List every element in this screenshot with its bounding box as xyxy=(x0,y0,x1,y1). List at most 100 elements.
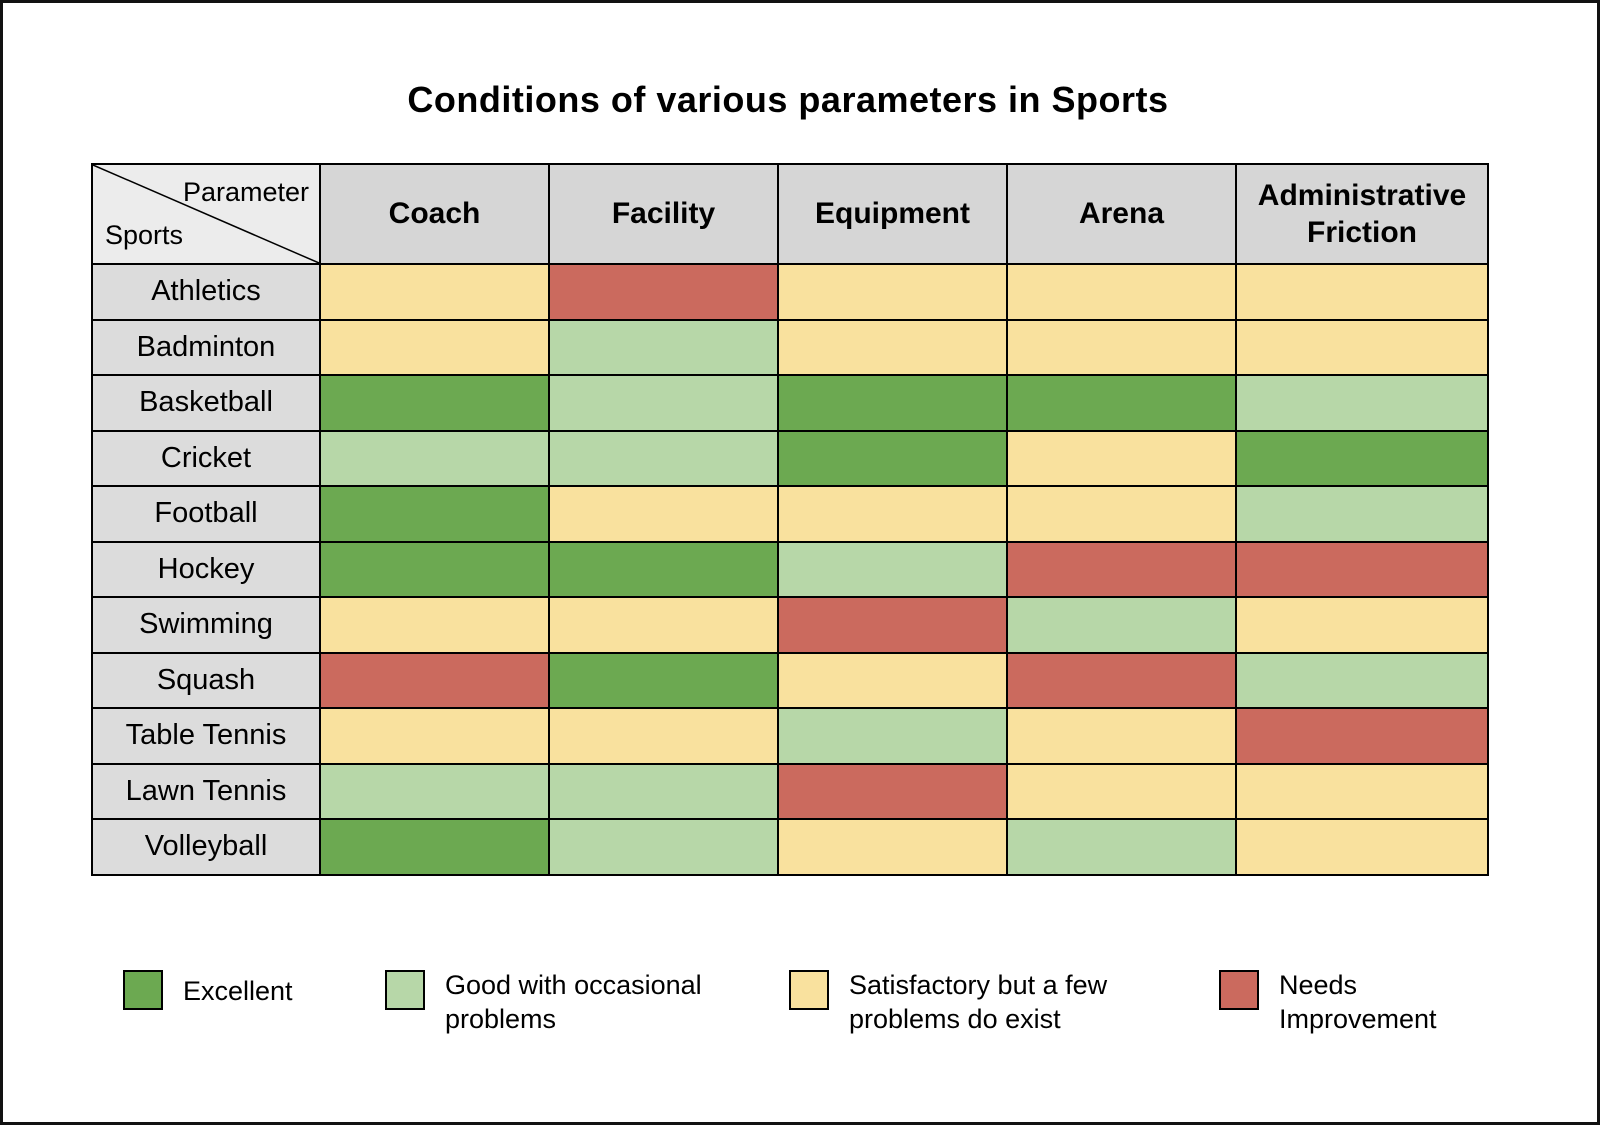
row-label-table-tennis: Table Tennis xyxy=(91,707,321,765)
table-row: Swimming xyxy=(91,596,1489,654)
cell-cricket-facility xyxy=(548,429,779,487)
row-label-athletics: Athletics xyxy=(91,263,321,321)
column-header-arena: Arena xyxy=(1006,163,1237,265)
cell-swimming-facility xyxy=(548,596,779,654)
cell-lawn-tennis-equipment xyxy=(777,762,1008,820)
row-label-squash: Squash xyxy=(91,651,321,709)
cell-athletics-equipment xyxy=(777,263,1008,321)
legend-swatch-excellent xyxy=(123,969,163,1010)
cell-hockey-facility xyxy=(548,540,779,598)
cell-cricket-administrative-friction xyxy=(1235,429,1489,487)
cell-football-arena xyxy=(1006,485,1237,543)
cell-athletics-coach xyxy=(319,263,550,321)
cell-cricket-coach xyxy=(319,429,550,487)
cell-football-administrative-friction xyxy=(1235,485,1489,543)
column-header-facility: Facility xyxy=(548,163,779,265)
legend-swatch-good xyxy=(385,969,425,1010)
cell-badminton-facility xyxy=(548,318,779,376)
cell-basketball-arena xyxy=(1006,374,1237,432)
row-label-lawn-tennis: Lawn Tennis xyxy=(91,762,321,820)
legend-item-excellent: Excellent xyxy=(123,968,385,1010)
table-body: Athletics Badminton Basketball Cricket Footb… xyxy=(91,263,1489,876)
table-row: Volleyball xyxy=(91,818,1489,876)
cell-hockey-coach xyxy=(319,540,550,598)
corner-diagonal-line xyxy=(93,165,319,263)
cell-volleyball-coach xyxy=(319,818,550,876)
cell-basketball-administrative-friction xyxy=(1235,374,1489,432)
row-label-cricket: Cricket xyxy=(91,429,321,487)
cell-squash-arena xyxy=(1006,651,1237,709)
cell-basketball-facility xyxy=(548,374,779,432)
cell-squash-administrative-friction xyxy=(1235,651,1489,709)
cell-lawn-tennis-coach xyxy=(319,762,550,820)
cell-swimming-equipment xyxy=(777,596,1008,654)
legend-label-good: Good with occasional problems xyxy=(445,969,702,1035)
legend-swatch-satisfactory xyxy=(789,969,829,1010)
legend-label-satisfactory: Satisfactory but a few problems do exist xyxy=(849,969,1108,1035)
legend-swatch-needs-improvement xyxy=(1219,969,1259,1010)
cell-basketball-coach xyxy=(319,374,550,432)
cell-athletics-arena xyxy=(1006,263,1237,321)
cell-table-tennis-coach xyxy=(319,707,550,765)
cell-badminton-equipment xyxy=(777,318,1008,376)
cell-swimming-coach xyxy=(319,596,550,654)
cell-football-equipment xyxy=(777,485,1008,543)
cell-basketball-equipment xyxy=(777,374,1008,432)
header-row: Parameter Sports Coach Facility Equipment A… xyxy=(91,163,1489,265)
legend-label-needs-improvement: Needs Improvement xyxy=(1279,969,1437,1035)
cell-volleyball-administrative-friction xyxy=(1235,818,1489,876)
cell-football-coach xyxy=(319,485,550,543)
table-row: Football xyxy=(91,485,1489,543)
corner-parameter-label: Parameter xyxy=(182,177,309,207)
cell-swimming-arena xyxy=(1006,596,1237,654)
cell-table-tennis-facility xyxy=(548,707,779,765)
cell-volleyball-equipment xyxy=(777,818,1008,876)
row-label-badminton: Badminton xyxy=(91,318,321,376)
cell-table-tennis-arena xyxy=(1006,707,1237,765)
table-row: Hockey xyxy=(91,540,1489,598)
cell-hockey-administrative-friction xyxy=(1235,540,1489,598)
table-row: Table Tennis xyxy=(91,707,1489,765)
legend: Excellent Good with occasional problems Sa… xyxy=(123,968,1597,1037)
corner-cell: Parameter Sports xyxy=(91,163,321,265)
cell-table-tennis-administrative-friction xyxy=(1235,707,1489,765)
conditions-table: Parameter Sports Coach Facility Equipment A… xyxy=(91,163,1489,876)
corner-sports-label: Sports xyxy=(105,220,184,250)
table-row: Basketball xyxy=(91,374,1489,432)
cell-volleyball-facility xyxy=(548,818,779,876)
cell-athletics-administrative-friction xyxy=(1235,263,1489,321)
column-header-equipment: Equipment xyxy=(777,163,1008,265)
cell-badminton-coach xyxy=(319,318,550,376)
legend-item-good: Good with occasional problems xyxy=(385,968,789,1037)
cell-squash-equipment xyxy=(777,651,1008,709)
row-label-volleyball: Volleyball xyxy=(91,818,321,876)
cell-cricket-arena xyxy=(1006,429,1237,487)
table-row: Cricket xyxy=(91,429,1489,487)
cell-cricket-equipment xyxy=(777,429,1008,487)
chart-title: Conditions of various parameters in Spor… xyxy=(407,79,1169,120)
cell-lawn-tennis-arena xyxy=(1006,762,1237,820)
cell-athletics-facility xyxy=(548,263,779,321)
table-row: Lawn Tennis xyxy=(91,762,1489,820)
legend-item-needs-improvement: Needs Improvement xyxy=(1219,968,1519,1037)
legend-label-excellent: Excellent xyxy=(183,975,293,1006)
cell-badminton-arena xyxy=(1006,318,1237,376)
row-label-hockey: Hockey xyxy=(91,540,321,598)
row-label-football: Football xyxy=(91,485,321,543)
table-row: Athletics xyxy=(91,263,1489,321)
table-row: Badminton xyxy=(91,318,1489,376)
legend-item-satisfactory: Satisfactory but a few problems do exist xyxy=(789,968,1219,1037)
cell-lawn-tennis-facility xyxy=(548,762,779,820)
cell-lawn-tennis-administrative-friction xyxy=(1235,762,1489,820)
row-label-swimming: Swimming xyxy=(91,596,321,654)
cell-volleyball-arena xyxy=(1006,818,1237,876)
cell-squash-facility xyxy=(548,651,779,709)
cell-table-tennis-equipment xyxy=(777,707,1008,765)
cell-badminton-administrative-friction xyxy=(1235,318,1489,376)
cell-squash-coach xyxy=(319,651,550,709)
column-header-administrative-friction: Administrative Friction xyxy=(1235,163,1489,265)
column-header-coach: Coach xyxy=(319,163,550,265)
table-row: Squash xyxy=(91,651,1489,709)
cell-football-facility xyxy=(548,485,779,543)
